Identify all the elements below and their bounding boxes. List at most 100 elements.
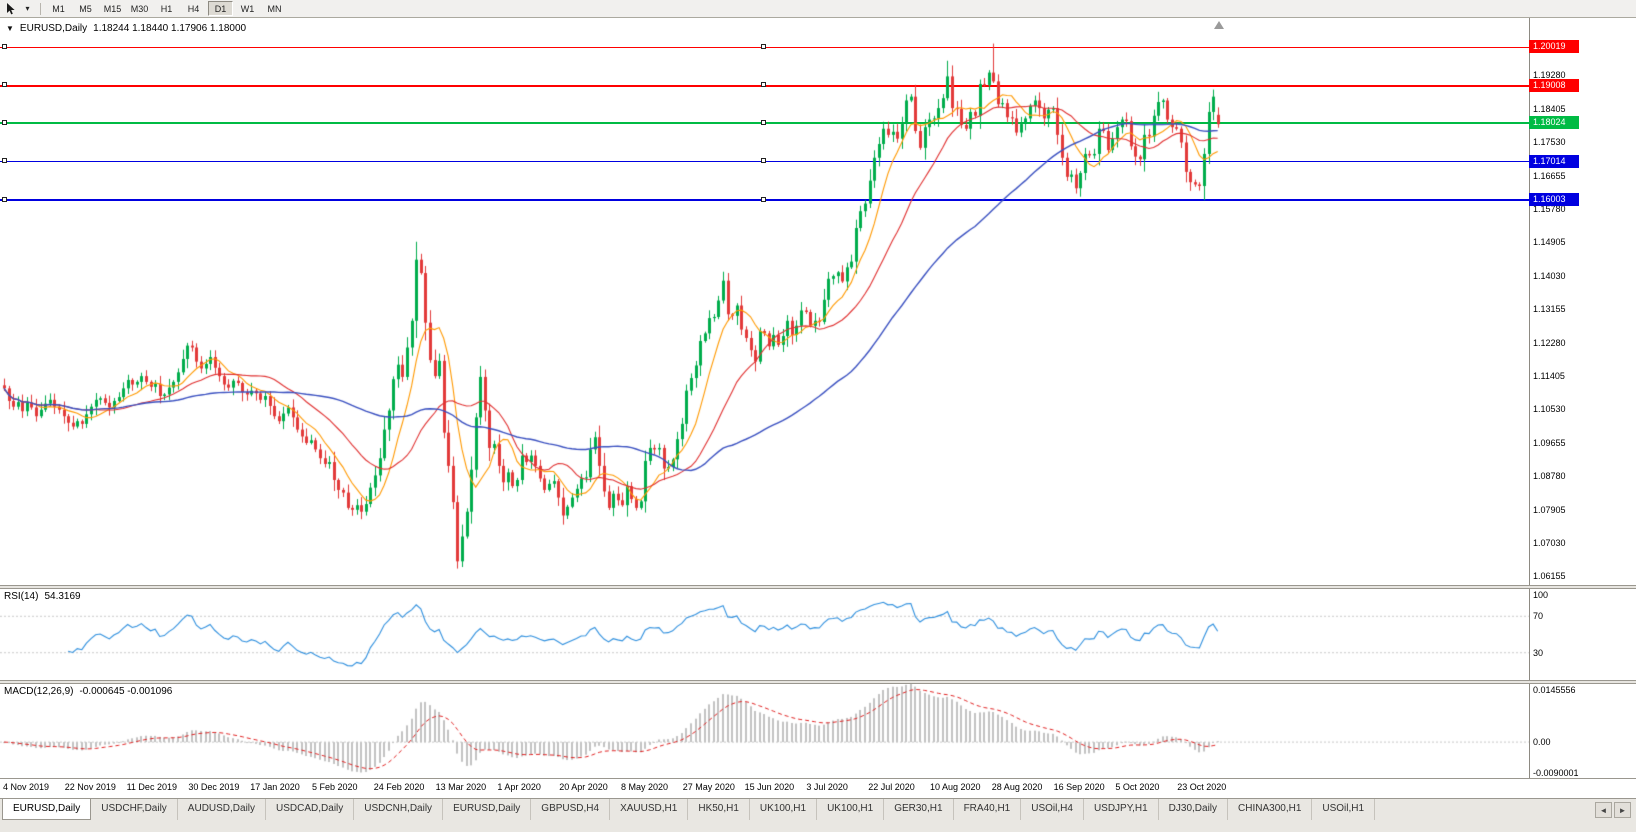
- date-axis-label: 11 Dec 2019: [126, 782, 177, 792]
- hline-handle[interactable]: [761, 82, 766, 88]
- price-axis-label: 1.14905: [1533, 237, 1566, 248]
- tab-usdjpy-h1[interactable]: USDJPY,H1: [1084, 799, 1159, 820]
- price-axis-label: 1.07905: [1533, 504, 1566, 515]
- rsi-name: RSI(14): [4, 591, 39, 602]
- chart-symbol-period: EURUSD,Daily: [19, 23, 88, 34]
- date-axis-label: 13 Mar 2020: [435, 782, 487, 792]
- date-axis-label: 5 Feb 2020: [312, 782, 358, 792]
- date-axis-label: 15 Jun 2020: [744, 782, 795, 792]
- hline-handle[interactable]: [2, 158, 7, 164]
- date-axis-label: 17 Jan 2020: [250, 782, 300, 792]
- timeframe-button-d1[interactable]: D1: [208, 1, 233, 16]
- tab-uk100-h1[interactable]: UK100,H1: [750, 799, 818, 820]
- main-chart-canvas[interactable]: [0, 18, 1529, 585]
- macd-axis-label: 0.00: [1533, 737, 1551, 748]
- date-axis-label: 1 Apr 2020: [497, 782, 541, 792]
- toolbar: ▾ M1 M5 M15 M30 H1 H4 D1 W1 MN: [0, 0, 1636, 18]
- date-axis-label: 20 Apr 2020: [559, 782, 608, 792]
- timeframe-button-m1[interactable]: M1: [52, 3, 65, 14]
- timeframe-button-w1[interactable]: W1: [240, 3, 255, 14]
- price-axis-label: 1.13155: [1533, 304, 1566, 315]
- chart-shift-marker[interactable]: [1214, 21, 1224, 29]
- tab-scroll-left-button[interactable]: ◄: [1595, 802, 1612, 818]
- tab-usoil-h1[interactable]: USOil,H1: [1312, 799, 1376, 820]
- macd-values: -0.000645 -0.001096: [79, 686, 173, 697]
- rsi-canvas[interactable]: [0, 589, 1529, 680]
- hline-handle[interactable]: [761, 43, 766, 49]
- macd-label: MACD(12,26,9) -0.000645 -0.001096: [4, 686, 172, 697]
- price-axis-label: 1.10530: [1533, 404, 1566, 415]
- price-axis-label: 1.17530: [1533, 137, 1566, 148]
- price-badge-1.20019: 1.20019: [1529, 40, 1579, 54]
- panel-separator[interactable]: [0, 585, 1636, 589]
- macd-axis-label: -0.0090001: [1533, 768, 1579, 778]
- cursor-tool-icon[interactable]: [2, 1, 19, 16]
- tab-china300-h1[interactable]: CHINA300,H1: [1228, 799, 1313, 820]
- tab-eurusd-daily[interactable]: EURUSD,Daily: [443, 799, 532, 820]
- tab-fra40-h1[interactable]: FRA40,H1: [954, 799, 1022, 820]
- tab-eurusd-daily[interactable]: EURUSD,Daily: [2, 799, 92, 820]
- timeframe-button-h4[interactable]: H4: [187, 3, 200, 14]
- price-axis-label: 1.12280: [1533, 337, 1566, 348]
- price-axis-divider[interactable]: [1529, 18, 1530, 778]
- panel-separator[interactable]: [0, 680, 1636, 684]
- hline-handle[interactable]: [2, 82, 7, 88]
- price-axis-label: 1.08780: [1533, 471, 1566, 482]
- price-badge-1.19008: 1.19008: [1529, 78, 1579, 92]
- tab-nav: ◄ ►: [1595, 799, 1636, 818]
- tab-usdcad-daily[interactable]: USDCAD,Daily: [266, 799, 355, 820]
- macd-name: MACD(12,26,9): [4, 686, 74, 697]
- hline-handle[interactable]: [761, 158, 766, 164]
- price-axis-label: 1.19280: [1533, 70, 1566, 81]
- tab-usdchf-daily[interactable]: USDCHF,Daily: [91, 799, 178, 820]
- tab-xauusd-h1[interactable]: XAUUSD,H1: [610, 799, 689, 820]
- price-axis-label: 1.07030: [1533, 538, 1566, 548]
- tab-dj30-daily[interactable]: DJ30,Daily: [1159, 799, 1229, 820]
- price-axis-label: 1.16655: [1533, 170, 1566, 181]
- timeframe-button-m30[interactable]: M30: [130, 3, 149, 14]
- chart-tabs: EURUSD,Daily USDCHF,Daily AUDUSD,Daily USDC…: [2, 799, 1376, 820]
- hline-handle[interactable]: [2, 119, 7, 125]
- hline-handle[interactable]: [2, 196, 7, 202]
- tab-usoil-h4[interactable]: USOil,H4: [1021, 799, 1084, 820]
- timeframe-button-m5[interactable]: M5: [79, 3, 92, 14]
- price-axis-label: 1.18405: [1533, 103, 1566, 114]
- hline-handle[interactable]: [761, 196, 766, 202]
- dropdown-arrow-icon[interactable]: ▾: [25, 4, 30, 13]
- timeframe-button-m15[interactable]: M15: [103, 3, 122, 14]
- price-axis-label: 1.11405: [1533, 370, 1565, 381]
- tab-ger30-h1[interactable]: GER30,H1: [884, 799, 954, 820]
- date-axis-label: 23 Oct 2020: [1177, 782, 1227, 792]
- date-axis-label: 8 May 2020: [621, 782, 669, 792]
- hline-handle[interactable]: [2, 43, 7, 49]
- price-axis-label: 1.14030: [1533, 270, 1566, 281]
- date-axis-label: 24 Feb 2020: [373, 782, 425, 792]
- date-axis-label: 4 Nov 2019: [3, 782, 50, 792]
- macd-axis-label: 0.0145556: [1533, 685, 1576, 695]
- tab-gbpusd-h4[interactable]: GBPUSD,H4: [531, 799, 611, 820]
- timeframe-button-h1[interactable]: H1: [160, 3, 173, 14]
- tab-uk100-h1[interactable]: UK100,H1: [817, 799, 885, 820]
- tab-usdcnh-daily[interactable]: USDCNH,Daily: [354, 799, 444, 820]
- tab-audusd-daily[interactable]: AUDUSD,Daily: [178, 799, 267, 820]
- price-badge-1.18024: 1.18024: [1529, 116, 1579, 130]
- rsi-axis-label: 30: [1533, 647, 1544, 658]
- macd-canvas[interactable]: [0, 684, 1529, 778]
- hline-handle[interactable]: [761, 119, 766, 125]
- timeframe-buttons: M1 M5 M15 M30 H1 H4 D1 W1 MN: [45, 1, 288, 16]
- price-badge-1.16003: 1.16003: [1529, 193, 1579, 207]
- date-axis-label: 22 Nov 2019: [64, 782, 116, 792]
- timeframe-button-mn[interactable]: MN: [267, 3, 282, 14]
- one-click-trading-arrow[interactable]: ▼: [6, 24, 14, 33]
- rsi-value: 54.3169: [44, 591, 81, 602]
- tab-scroll-right-button[interactable]: ►: [1614, 802, 1631, 818]
- price-badge-1.17014: 1.17014: [1529, 154, 1579, 168]
- rsi-axis-label: 70: [1533, 611, 1544, 622]
- date-axis-label: 10 Aug 2020: [930, 782, 981, 792]
- time-axis[interactable]: [0, 778, 1636, 798]
- price-axis-label: 1.09655: [1533, 437, 1566, 448]
- tab-hk50-h1[interactable]: HK50,H1: [688, 799, 750, 820]
- date-axis-label: 3 Jul 2020: [806, 782, 848, 792]
- chart-ohlc-values: 1.18244 1.18440 1.17906 1.18000: [93, 23, 247, 34]
- rsi-label: RSI(14) 54.3169: [4, 591, 81, 602]
